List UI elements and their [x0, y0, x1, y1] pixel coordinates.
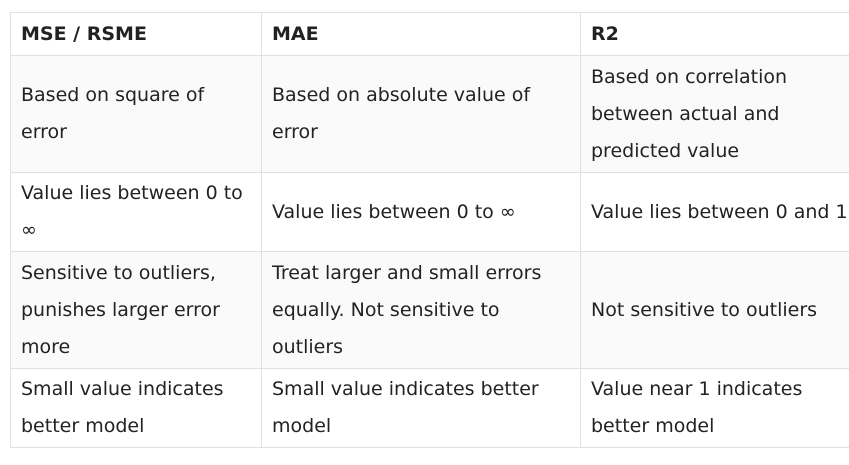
table-cell: Based on correlation between actual and …	[580, 55, 849, 173]
table-cell: Value near 1 indicates better model	[580, 368, 849, 448]
table-cell: Treat larger and small errors equally. N…	[261, 251, 581, 369]
table-cell: Small value indicates better model	[261, 368, 581, 448]
table-cell: Based on absolute value of error	[261, 55, 581, 173]
table-body: Based on square of error Based on absolu…	[10, 55, 849, 448]
table-cell: Based on square of error	[10, 55, 262, 173]
metrics-comparison-table-container: MSE / RSME MAE R2 Based on square of err…	[10, 12, 849, 448]
metrics-comparison-table: MSE / RSME MAE R2 Based on square of err…	[10, 12, 849, 448]
table-cell: Value lies between 0 and 1	[580, 172, 849, 252]
table-cell: Sensitive to outliers, punishes larger e…	[10, 251, 262, 369]
table-row: Based on square of error Based on absolu…	[10, 55, 849, 173]
table-row: Small value indicates better model Small…	[10, 368, 849, 448]
table-row: Value lies between 0 to ∞ Value lies bet…	[10, 172, 849, 252]
table-cell: Value lies between 0 to ∞	[10, 172, 262, 252]
header-r2: R2	[580, 12, 849, 56]
table-cell: Value lies between 0 to ∞	[261, 172, 581, 252]
table-row: Sensitive to outliers, punishes larger e…	[10, 251, 849, 369]
header-mse-rsme: MSE / RSME	[10, 12, 262, 56]
header-mae: MAE	[261, 12, 581, 56]
table-cell: Not sensitive to outliers	[580, 251, 849, 369]
table-header: MSE / RSME MAE R2	[10, 12, 849, 56]
header-row: MSE / RSME MAE R2	[10, 12, 849, 56]
table-cell: Small value indicates better model	[10, 368, 262, 448]
